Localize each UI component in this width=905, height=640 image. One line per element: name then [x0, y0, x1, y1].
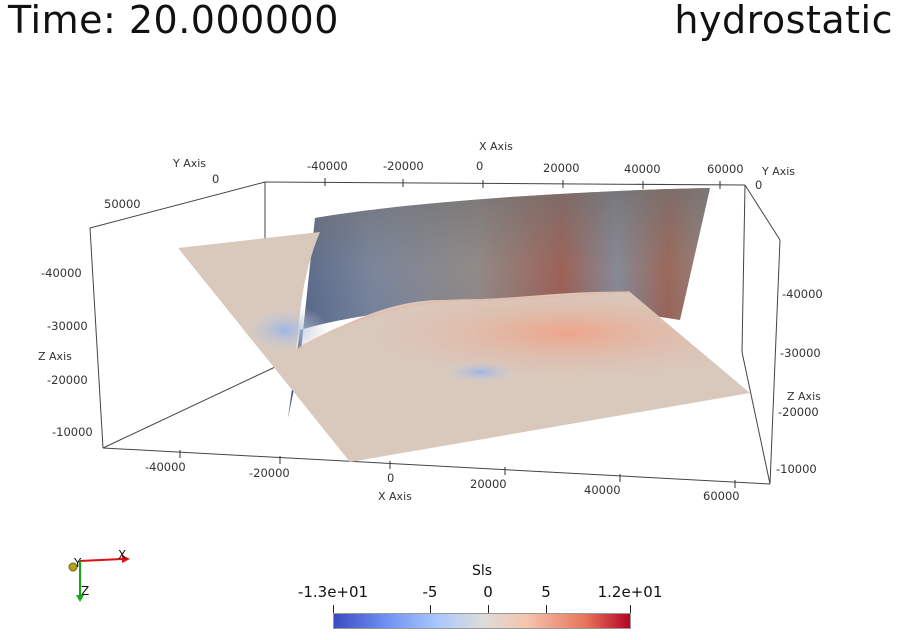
right-y-axis-label: Y Axis: [762, 165, 796, 178]
colorbar-tick: [630, 605, 631, 614]
left-z-tick: -30000: [47, 319, 88, 333]
top-x-tick: 0: [476, 159, 484, 173]
time-title: Time: 20.000000: [8, 0, 339, 42]
left-y-tick: 0: [212, 172, 220, 186]
bottom-x-tick: 0: [387, 471, 395, 485]
bottom-x-tick: -20000: [249, 466, 290, 480]
top-x-axis-label: X Axis: [479, 140, 513, 153]
colorbar-tick: [430, 605, 431, 614]
colorbar-tick: [488, 605, 489, 614]
colorbar-tick-label: 5: [541, 583, 551, 601]
bottom-x-tick: 60000: [703, 489, 740, 503]
x-axis-arrow: [79, 558, 123, 562]
colorbar-tick: [333, 605, 334, 614]
right-z-tick: -10000: [776, 462, 817, 476]
right-y-tick: 0: [755, 178, 763, 192]
left-z-tick: -40000: [41, 266, 82, 280]
colorbar-tick-label: -5: [422, 583, 438, 601]
bottom-x-tick: 20000: [470, 477, 507, 491]
y-axis-dot: [68, 562, 78, 572]
colorbar-tick: [546, 605, 547, 614]
top-x-tick: 20000: [543, 161, 580, 175]
colorbar-tick-label: 1.2e+01: [597, 583, 663, 601]
left-y-axis-label: Y Axis: [173, 157, 207, 170]
colorbar-gradient: [333, 613, 631, 629]
z-axis-letter: Z: [81, 584, 89, 598]
bottom-x-tick: 40000: [584, 483, 621, 497]
bottom-x-axis-label: X Axis: [378, 490, 412, 503]
right-z-tick: -30000: [780, 346, 821, 360]
case-title: hydrostatic: [674, 0, 893, 42]
bottom-x-tick: -40000: [145, 460, 186, 474]
right-z-tick: -40000: [782, 287, 823, 301]
axes-box: [89, 181, 781, 485]
x-axis-letter: X: [118, 548, 126, 562]
colorbar-tick-label: 0: [483, 583, 493, 601]
colorbar-title: Sls: [472, 563, 493, 579]
right-z-axis-label: Z Axis: [787, 390, 821, 403]
left-z-tick: -20000: [47, 373, 88, 387]
left-y-tick: 50000: [104, 197, 141, 211]
orientation-axes-widget: X Y Z: [68, 548, 130, 602]
colorbar-tick-label: -1.3e+01: [297, 583, 369, 601]
top-x-tick: 60000: [707, 162, 744, 176]
top-x-tick: -40000: [307, 159, 348, 173]
top-x-tick: 40000: [624, 162, 661, 176]
y-axis-letter: Y: [73, 556, 82, 570]
ground-surface: [178, 232, 750, 462]
left-z-axis-label: Z Axis: [38, 350, 72, 363]
left-z-tick: -10000: [52, 425, 93, 439]
right-z-tick: -20000: [778, 405, 819, 419]
top-x-tick: -20000: [383, 159, 424, 173]
